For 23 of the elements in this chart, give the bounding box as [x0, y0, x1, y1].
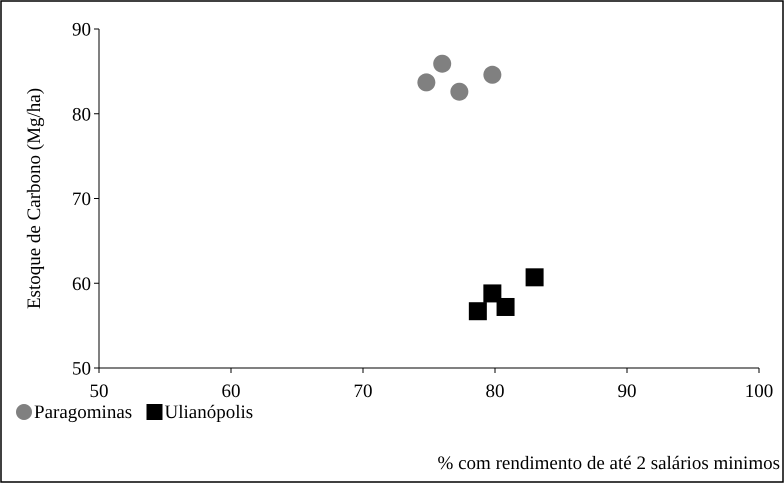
point — [417, 73, 436, 92]
point — [433, 54, 452, 73]
legend-label: Ulianópolis — [164, 402, 254, 423]
point — [450, 82, 468, 101]
x-tick-label: 80 — [486, 381, 504, 402]
y-tick-label: 70 — [72, 189, 91, 210]
x-tick-label: 50 — [90, 381, 108, 402]
y-axis-title: Estoque de Carbono (Mg/ha) — [24, 88, 45, 310]
point — [483, 284, 502, 302]
y-tick-label: 80 — [72, 104, 91, 126]
point — [468, 302, 487, 320]
x-tick-label: 60 — [222, 381, 240, 402]
x-tick-label: 90 — [618, 381, 636, 402]
x-tick-label: 70 — [354, 381, 372, 402]
x-axis-title: % com rendimento de até 2 salários minimos — [438, 453, 780, 474]
point — [496, 298, 515, 316]
y-tick-label: 50 — [72, 358, 91, 380]
x-tick-label: 100 — [744, 381, 774, 402]
point — [483, 66, 502, 84]
legend-label: Paragominas — [34, 402, 132, 423]
y-tick-label: 60 — [72, 274, 91, 295]
point — [526, 268, 544, 286]
y-tick-label: 90 — [72, 20, 91, 41]
